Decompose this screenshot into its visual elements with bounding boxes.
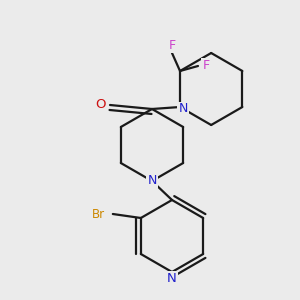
Text: O: O — [95, 98, 105, 112]
Text: N: N — [178, 103, 188, 116]
Text: F: F — [202, 59, 210, 73]
Text: Br: Br — [92, 208, 105, 220]
Text: N: N — [147, 175, 157, 188]
Text: F: F — [168, 40, 175, 52]
Text: N: N — [167, 272, 177, 286]
